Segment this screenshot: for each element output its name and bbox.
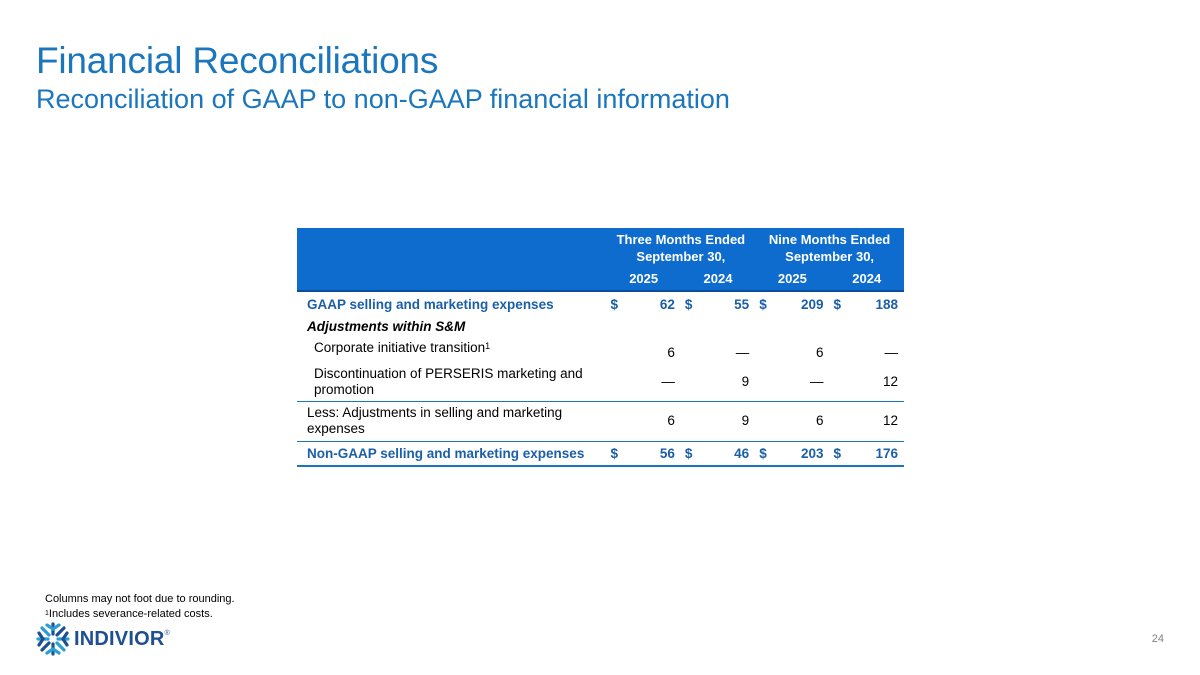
cell-value: 46 <box>698 441 756 467</box>
currency-symbol <box>607 337 625 363</box>
cell-value: 203 <box>773 441 830 467</box>
page-number: 24 <box>1151 633 1164 645</box>
currency-symbol: $ <box>610 297 619 312</box>
table-row-gaap: GAAP selling and marketing expenses $ 62… <box>297 291 904 317</box>
cell-value: — <box>624 363 681 402</box>
header-nine-months: Nine Months Ended September 30, <box>755 228 904 269</box>
cell-value: 209 <box>801 297 824 312</box>
row-label: Less: Adjustments in selling and marketi… <box>297 401 607 442</box>
cell-value: 6 <box>816 345 824 360</box>
currency-symbol: $ <box>684 297 693 312</box>
snowflake-logo-icon <box>36 622 70 656</box>
header-nine-months-line1: Nine Months Ended <box>768 232 891 247</box>
header-blank <box>297 228 607 269</box>
currency-symbol: $ <box>755 441 774 467</box>
cell-value: 176 <box>847 441 904 467</box>
currency-symbol <box>680 363 699 402</box>
cell-value: 12 <box>847 401 904 442</box>
currency-symbol: $ <box>829 441 848 467</box>
currency-symbol: $ <box>759 297 767 312</box>
reconciliation-table-container: Three Months Ended September 30, Nine Mo… <box>297 228 904 467</box>
header-nine-months-line2: September 30, <box>785 249 875 264</box>
header-row-periods: Three Months Ended September 30, Nine Mo… <box>297 228 904 269</box>
currency-symbol <box>830 337 848 363</box>
currency-symbol <box>755 363 774 402</box>
cell-value: 6 <box>667 345 675 360</box>
footnote-severance: 1Includes severance-related costs. <box>45 607 235 622</box>
footnotes: Columns may not foot due to rounding. 1I… <box>45 592 235 622</box>
row-label: Adjustments within S&M <box>307 319 466 334</box>
currency-symbol <box>755 337 773 363</box>
header-year: 2025 <box>755 269 830 292</box>
logo-registered-mark: ® <box>164 629 170 637</box>
currency-symbol <box>829 401 848 442</box>
header-row-years: 2025 2024 2025 2024 <box>297 269 904 292</box>
header-three-months-line1: Three Months Ended <box>616 232 746 247</box>
cell-value: 56 <box>624 441 681 467</box>
cell-value: 62 <box>659 297 675 312</box>
cell-value: 6 <box>773 401 830 442</box>
page-title: Financial Reconciliations <box>36 40 439 81</box>
table-row-non-gaap: Non-GAAP selling and marketing expenses … <box>297 441 904 467</box>
table-row-corporate-initiative: Corporate initiative transition1 6 — 6 — <box>297 337 904 363</box>
footnote-rounding: Columns may not foot due to rounding. <box>45 593 235 605</box>
footnote-severance-text: Includes severance-related costs. <box>48 608 213 620</box>
table-row-less-adjustments: Less: Adjustments in selling and marketi… <box>297 401 904 442</box>
header-year: 2024 <box>680 269 756 292</box>
header-three-months: Three Months Ended September 30, <box>606 228 756 269</box>
cell-value: — <box>735 345 750 360</box>
logo-wordmark: INDIVIOR <box>74 627 165 650</box>
currency-symbol <box>681 337 699 363</box>
cell-value: — <box>884 345 899 360</box>
currency-symbol: $ <box>680 441 699 467</box>
page-subtitle: Reconciliation of GAAP to non-GAAP finan… <box>36 84 730 114</box>
row-label: Non-GAAP selling and marketing expenses <box>297 441 607 467</box>
header-year: 2024 <box>829 269 904 292</box>
row-label: Discontinuation of PERSERIS marketing an… <box>297 363 607 402</box>
cell-value: 6 <box>624 401 681 442</box>
row-label-text: Corporate initiative transition <box>314 340 486 355</box>
table-row-adjustments-heading: Adjustments within S&M <box>297 317 904 337</box>
cell-value: 9 <box>698 401 756 442</box>
indivior-logo: INDIVIOR ® <box>35 621 170 657</box>
cell-value: 12 <box>847 363 904 402</box>
reconciliation-table: Three Months Ended September 30, Nine Mo… <box>297 228 904 467</box>
footnote-mark: 1 <box>485 341 491 351</box>
row-label: GAAP selling and marketing expenses <box>307 297 554 312</box>
currency-symbol: $ <box>606 441 625 467</box>
currency-symbol <box>829 363 848 402</box>
cell-value: 188 <box>875 297 898 312</box>
cell-value: — <box>773 363 830 402</box>
currency-symbol: $ <box>833 297 842 312</box>
header-blank-years <box>297 269 607 292</box>
currency-symbol <box>606 401 625 442</box>
currency-symbol <box>755 401 774 442</box>
currency-symbol <box>680 401 699 442</box>
footnote-mark: 1 <box>45 610 49 617</box>
row-label: Corporate initiative transition1 <box>297 337 607 363</box>
currency-symbol <box>606 363 625 402</box>
cell-value: 55 <box>734 297 750 312</box>
header-year: 2025 <box>606 269 681 292</box>
table-row-discontinuation: Discontinuation of PERSERIS marketing an… <box>297 363 904 402</box>
cell-value: 9 <box>698 363 756 402</box>
header-three-months-line2: September 30, <box>636 249 726 264</box>
